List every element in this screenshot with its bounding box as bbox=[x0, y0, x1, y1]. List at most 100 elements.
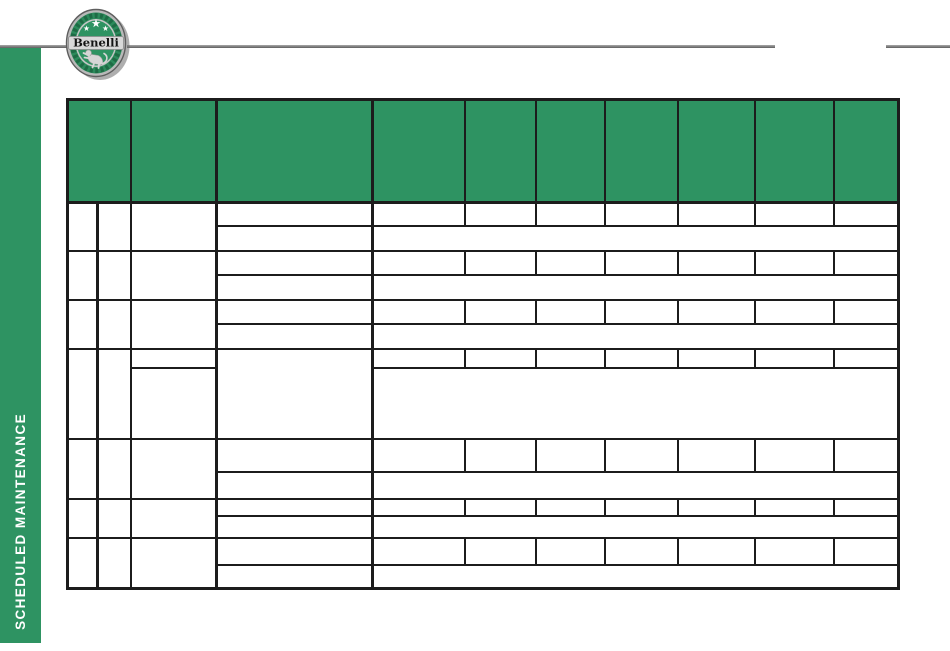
interval-cell bbox=[676, 298, 756, 325]
table-row bbox=[68, 224, 900, 252]
interval-cell bbox=[676, 249, 756, 276]
header-cell bbox=[129, 98, 218, 204]
col-a-cell bbox=[66, 347, 99, 440]
interval-cell bbox=[676, 536, 756, 566]
col-b-cell bbox=[96, 298, 132, 350]
interval-cell bbox=[676, 347, 756, 369]
interval-cell bbox=[534, 298, 606, 325]
interval-cell bbox=[603, 497, 679, 517]
description-cell bbox=[215, 201, 374, 227]
merged-cell bbox=[371, 514, 900, 539]
merged-cell bbox=[371, 224, 900, 252]
description-cell bbox=[215, 347, 374, 440]
merged-cell bbox=[371, 470, 900, 500]
star-icon bbox=[102, 25, 109, 32]
merged-cell bbox=[371, 273, 900, 301]
interval-cell bbox=[832, 536, 900, 566]
benelli-logo-graphic: Benelli bbox=[65, 8, 130, 80]
interval-cell bbox=[832, 298, 900, 325]
header-rule-right bbox=[886, 45, 950, 48]
interval-cell bbox=[676, 201, 756, 227]
description-cell bbox=[215, 273, 374, 301]
interval-cell bbox=[753, 437, 835, 473]
col-c-cell bbox=[129, 249, 218, 301]
interval-cell bbox=[371, 536, 466, 566]
interval-cell bbox=[753, 249, 835, 276]
description-cell bbox=[215, 536, 374, 566]
col-c-cell bbox=[129, 298, 218, 350]
table-row bbox=[68, 514, 900, 539]
benelli-wordmark: Benelli bbox=[73, 36, 119, 50]
col-c-cell bbox=[129, 347, 218, 369]
interval-cell bbox=[463, 497, 537, 517]
interval-cell bbox=[463, 347, 537, 369]
table-row bbox=[68, 273, 900, 301]
description-cell bbox=[215, 470, 374, 500]
interval-cell bbox=[753, 347, 835, 369]
interval-cell bbox=[371, 298, 466, 325]
col-a-cell bbox=[66, 249, 99, 301]
sidebar-scheduled-maintenance: SCHEDULED MAINTENANCE bbox=[0, 47, 41, 643]
interval-cell bbox=[603, 437, 679, 473]
star-icon bbox=[91, 18, 101, 28]
table-row bbox=[66, 201, 900, 252]
col-c-cell bbox=[129, 536, 218, 590]
interval-cell bbox=[753, 201, 835, 227]
table-row bbox=[68, 322, 900, 350]
interval-cell bbox=[753, 536, 835, 566]
interval-cell bbox=[603, 249, 679, 276]
header-cell bbox=[534, 98, 606, 204]
interval-cell bbox=[832, 201, 900, 227]
header-cell bbox=[371, 98, 466, 204]
table-row bbox=[66, 249, 900, 301]
interval-cell bbox=[534, 249, 606, 276]
lion-icon bbox=[82, 49, 108, 69]
interval-cell bbox=[753, 298, 835, 325]
col-b-cell bbox=[96, 249, 132, 301]
interval-cell bbox=[534, 347, 606, 369]
interval-cell bbox=[832, 249, 900, 276]
interval-cell bbox=[534, 201, 606, 227]
interval-cell bbox=[534, 437, 606, 473]
benelli-logo: Benelli bbox=[64, 6, 132, 84]
interval-cell bbox=[463, 201, 537, 227]
col-c-cell bbox=[129, 497, 218, 539]
interval-cell bbox=[371, 437, 466, 473]
interval-cell bbox=[463, 437, 537, 473]
interval-cell bbox=[603, 347, 679, 369]
col-a-cell bbox=[66, 536, 99, 590]
header-cell bbox=[66, 98, 132, 204]
star-icon bbox=[83, 25, 90, 32]
description-cell bbox=[215, 514, 374, 539]
description-cell bbox=[215, 249, 374, 276]
col-b-cell bbox=[96, 201, 132, 252]
header-cell bbox=[215, 98, 374, 204]
col-a-cell bbox=[66, 497, 99, 539]
interval-cell bbox=[534, 536, 606, 566]
header-rule-left bbox=[0, 45, 67, 48]
interval-cell bbox=[371, 497, 466, 517]
description-cell bbox=[215, 322, 374, 350]
sidebar-label: SCHEDULED MAINTENANCE bbox=[13, 413, 28, 630]
table-row bbox=[66, 298, 900, 350]
maintenance-table bbox=[66, 98, 900, 590]
col-b-cell bbox=[96, 497, 132, 539]
header-rule-middle bbox=[127, 45, 775, 48]
interval-cell bbox=[463, 249, 537, 276]
interval-cell bbox=[753, 497, 835, 517]
interval-cell bbox=[832, 497, 900, 517]
table-row bbox=[68, 563, 900, 590]
interval-cell bbox=[603, 298, 679, 325]
header-cell bbox=[603, 98, 679, 204]
table-header-row bbox=[66, 98, 900, 204]
description-cell bbox=[215, 224, 374, 252]
col-b-cell bbox=[96, 437, 132, 500]
interval-cell bbox=[371, 201, 466, 227]
col-c-cell bbox=[129, 366, 218, 440]
col-a-cell bbox=[66, 437, 99, 500]
col-a-cell bbox=[66, 201, 99, 252]
col-c-cell bbox=[129, 437, 218, 500]
description-cell bbox=[215, 437, 374, 473]
interval-cell bbox=[832, 437, 900, 473]
table-row bbox=[66, 497, 900, 539]
